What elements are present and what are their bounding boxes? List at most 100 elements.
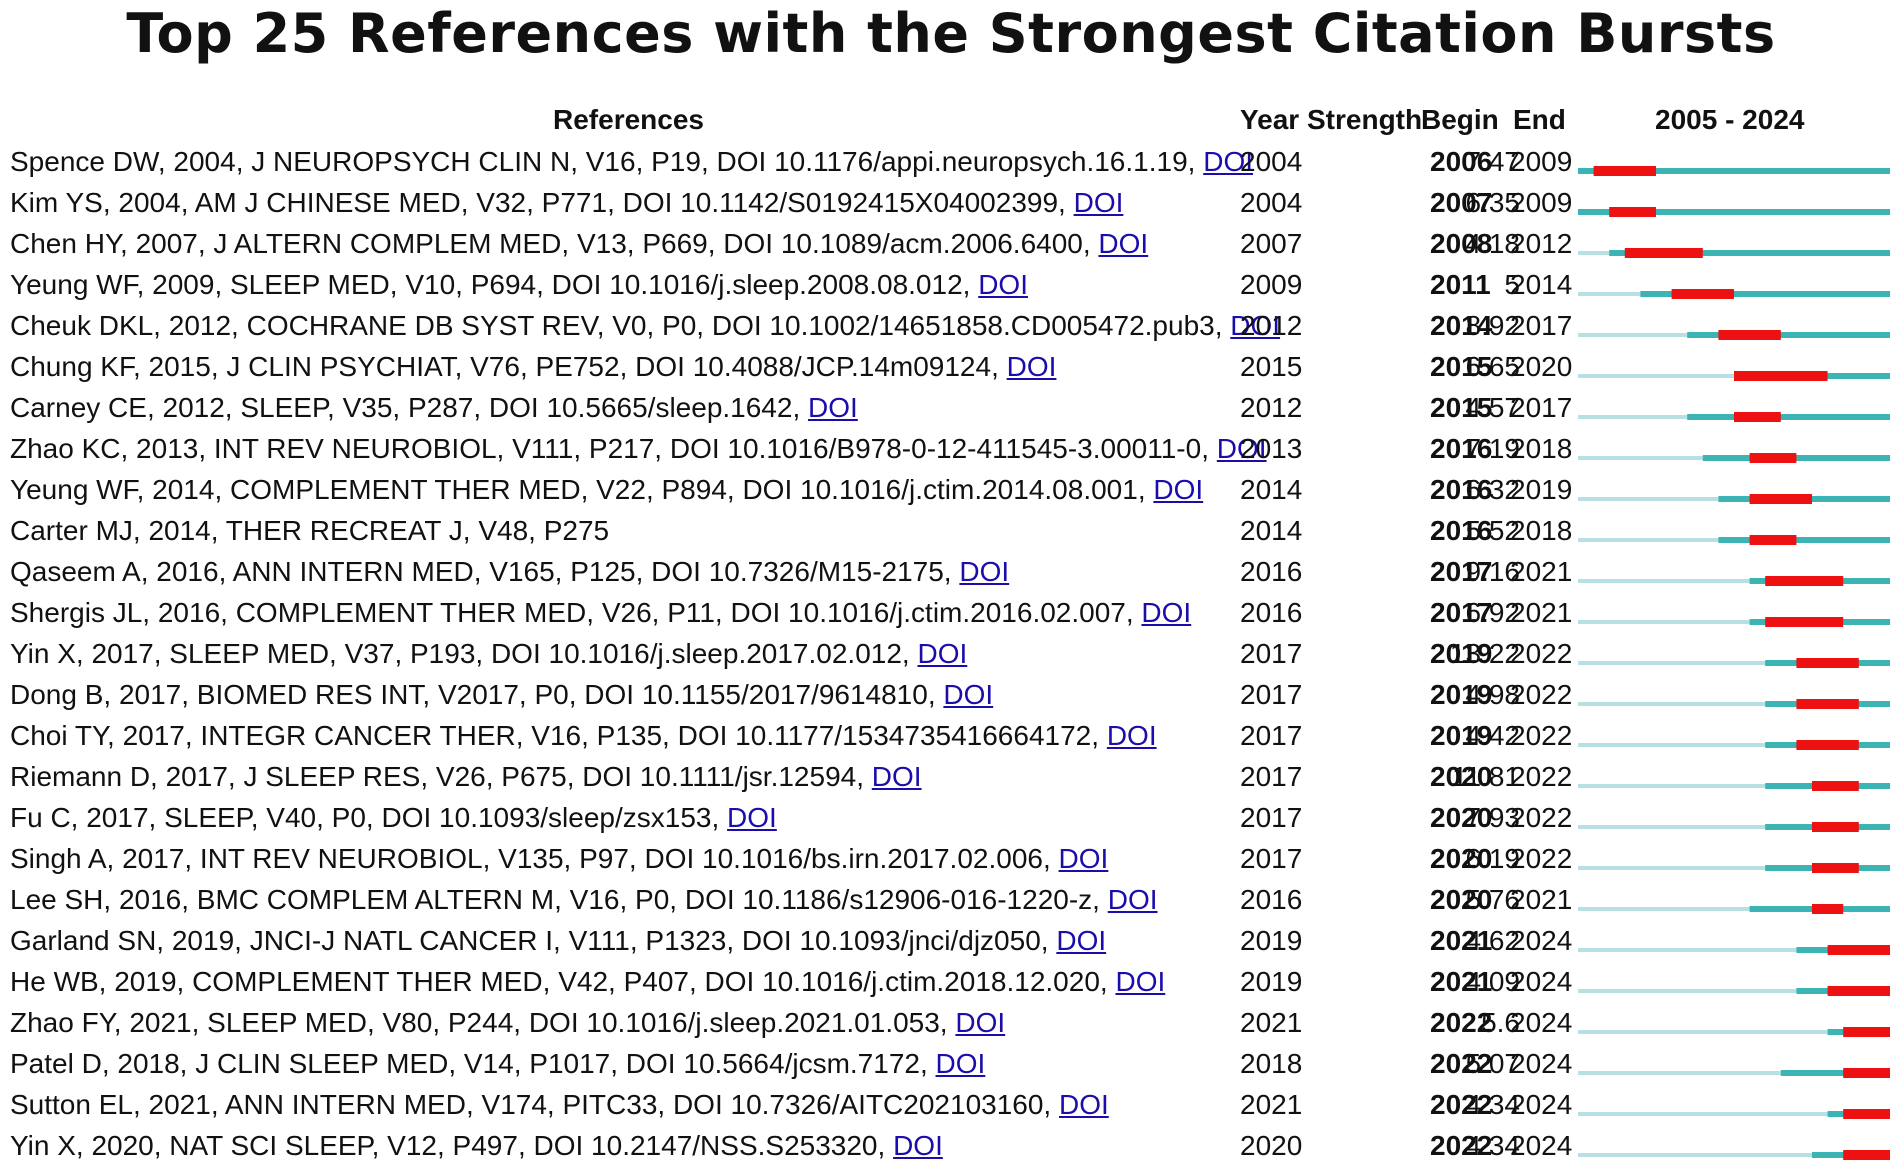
doi-link[interactable]: DOI: [959, 556, 1010, 587]
table-row: Chung KF, 2015, J CLIN PSYCHIAT, V76, PE…: [0, 346, 1902, 387]
strength-value: 9.16: [1465, 556, 1521, 587]
table-row: Yin X, 2020, NAT SCI SLEEP, V12, P497, D…: [0, 1125, 1902, 1166]
begin-value: 2022: [1430, 1130, 1493, 1161]
doi-link[interactable]: DOI: [1006, 351, 1057, 382]
table-row: Yin X, 2017, SLEEP MED, V37, P193, DOI 1…: [0, 633, 1902, 674]
doi-link[interactable]: DOI: [1056, 925, 1107, 956]
begin-value: 2017: [1430, 597, 1493, 628]
doi-link[interactable]: DOI: [978, 269, 1028, 300]
year-value: 2019: [1240, 925, 1303, 956]
end-value: 2024: [1510, 1089, 1573, 1120]
reference-citation: Zhao FY, 2021, SLEEP MED, V80, P244, DOI…: [10, 1007, 948, 1038]
end-value: 2019: [1510, 474, 1573, 505]
header-end: End: [1513, 104, 1566, 135]
table-row: Zhao KC, 2013, INT REV NEUROBIOL, V111, …: [0, 428, 1902, 469]
reference-text: Sutton EL, 2021, ANN INTERN MED, V174, P…: [10, 1084, 1109, 1125]
table-row: Patel D, 2018, J CLIN SLEEP MED, V14, P1…: [0, 1043, 1902, 1084]
reference-text: Shergis JL, 2016, COMPLEMENT THER MED, V…: [10, 592, 1191, 633]
header-strength: Strength: [1307, 104, 1423, 135]
reference-citation: Yeung WF, 2014, COMPLEMENT THER MED, V22…: [10, 474, 1146, 505]
reference-citation: Singh A, 2017, INT REV NEUROBIOL, V135, …: [10, 843, 1051, 874]
year-value: 2012: [1240, 310, 1303, 341]
reference-text: Chung KF, 2015, J CLIN PSYCHIAT, V76, PE…: [10, 346, 1056, 387]
year-value: 2009: [1240, 269, 1303, 300]
table-row: Cheuk DKL, 2012, COCHRANE DB SYST REV, V…: [0, 305, 1902, 346]
doi-link[interactable]: DOI: [1073, 187, 1124, 218]
end-value: 2009: [1510, 146, 1573, 177]
reference-citation: Riemann D, 2017, J SLEEP RES, V26, P675,…: [10, 761, 864, 792]
doi-link[interactable]: DOI: [1059, 1089, 1109, 1120]
begin-value: 2017: [1430, 556, 1493, 587]
end-value: 2018: [1510, 433, 1573, 464]
doi-link[interactable]: DOI: [727, 802, 777, 833]
doi-link[interactable]: DOI: [1106, 720, 1157, 751]
year-value: 2017: [1240, 638, 1303, 669]
reference-text: Lee SH, 2016, BMC COMPLEM ALTERN M, V16,…: [10, 879, 1158, 920]
strength-value: 5.07: [1465, 1048, 1521, 1079]
end-value: 2022: [1510, 843, 1573, 874]
reference-text: Fu C, 2017, SLEEP, V40, P0, DOI 10.1093/…: [10, 797, 777, 838]
doi-link[interactable]: DOI: [1107, 884, 1158, 915]
reference-citation: Chung KF, 2015, J CLIN PSYCHIAT, V76, PE…: [10, 351, 999, 382]
begin-value: 2020: [1430, 761, 1493, 792]
doi-link[interactable]: DOI: [1230, 310, 1281, 341]
reference-text: Carney CE, 2012, SLEEP, V35, P287, DOI 1…: [10, 387, 858, 428]
begin-value: 2016: [1430, 433, 1493, 464]
doi-link[interactable]: DOI: [1153, 474, 1204, 505]
end-value: 2018: [1510, 515, 1573, 546]
header-begin: Begin: [1421, 104, 1499, 135]
reference-text: Yin X, 2020, NAT SCI SLEEP, V12, P497, D…: [10, 1125, 943, 1166]
reference-citation: Chen HY, 2007, J ALTERN COMPLEM MED, V13…: [10, 228, 1091, 259]
doi-link[interactable]: DOI: [935, 1048, 986, 1079]
table-row: Carney CE, 2012, SLEEP, V35, P287, DOI 1…: [0, 387, 1902, 428]
table-row: Dong B, 2017, BIOMED RES INT, V2017, P0,…: [0, 674, 1902, 715]
strength-value: 7.19: [1465, 433, 1521, 464]
doi-link[interactable]: DOI: [871, 761, 922, 792]
doi-link[interactable]: DOI: [1098, 228, 1149, 259]
doi-link[interactable]: DOI: [917, 638, 968, 669]
doi-link[interactable]: DOI: [808, 392, 858, 423]
reference-citation: Spence DW, 2004, J NEUROPSYCH CLIN N, V1…: [10, 146, 1196, 177]
doi-link[interactable]: DOI: [1115, 966, 1166, 997]
begin-value: 2015: [1430, 392, 1493, 423]
reference-citation: Fu C, 2017, SLEEP, V40, P0, DOI 10.1093/…: [10, 802, 720, 833]
begin-value: 2020: [1430, 843, 1493, 874]
end-value: 2012: [1510, 228, 1573, 259]
doi-link[interactable]: DOI: [1203, 146, 1253, 177]
begin-value: 2006: [1430, 146, 1493, 177]
end-value: 2024: [1510, 1007, 1573, 1038]
doi-link[interactable]: DOI: [943, 679, 994, 710]
strength-value: 4.57: [1465, 392, 1521, 423]
reference-citation: Yeung WF, 2009, SLEEP MED, V10, P694, DO…: [10, 269, 971, 300]
begin-value: 2016: [1430, 474, 1493, 505]
begin-value: 2016: [1430, 515, 1493, 546]
reference-citation: Patel D, 2018, J CLIN SLEEP MED, V14, P1…: [10, 1048, 928, 1079]
strength-value: 5.6: [1481, 1007, 1520, 1038]
reference-text: Dong B, 2017, BIOMED RES INT, V2017, P0,…: [10, 674, 993, 715]
table-row: He WB, 2019, COMPLEMENT THER MED, V42, P…: [0, 961, 1902, 1002]
reference-text: Carter MJ, 2014, THER RECREAT J, V48, P2…: [10, 510, 609, 551]
table-row: Qaseem A, 2016, ANN INTERN MED, V165, P1…: [0, 551, 1902, 592]
doi-link[interactable]: DOI: [1141, 597, 1192, 628]
year-value: 2017: [1240, 720, 1303, 751]
year-value: 2013: [1240, 433, 1303, 464]
table-row: Spence DW, 2004, J NEUROPSYCH CLIN N, V1…: [0, 141, 1902, 182]
begin-value: 2019: [1430, 638, 1493, 669]
reference-citation: Carney CE, 2012, SLEEP, V35, P287, DOI 1…: [10, 392, 801, 423]
doi-link[interactable]: DOI: [955, 1007, 1006, 1038]
reference-text: Kim YS, 2004, AM J CHINESE MED, V32, P77…: [10, 182, 1123, 223]
begin-value: 2008: [1430, 228, 1493, 259]
reference-citation: Lee SH, 2016, BMC COMPLEM ALTERN M, V16,…: [10, 884, 1100, 915]
end-value: 2017: [1510, 310, 1573, 341]
doi-link[interactable]: DOI: [1058, 843, 1109, 874]
year-value: 2018: [1240, 1048, 1303, 1079]
reference-citation: Sutton EL, 2021, ANN INTERN MED, V174, P…: [10, 1089, 1052, 1120]
strength-value: 6.65: [1465, 351, 1521, 382]
year-value: 2021: [1240, 1089, 1303, 1120]
table-row: Carter MJ, 2014, THER RECREAT J, V48, P2…: [0, 510, 1902, 551]
reference-citation: Yin X, 2020, NAT SCI SLEEP, V12, P497, D…: [10, 1130, 886, 1161]
header-references: References: [553, 104, 704, 135]
doi-link[interactable]: DOI: [1216, 433, 1267, 464]
doi-link[interactable]: DOI: [893, 1130, 943, 1161]
table-row: Yeung WF, 2009, SLEEP MED, V10, P694, DO…: [0, 264, 1902, 305]
